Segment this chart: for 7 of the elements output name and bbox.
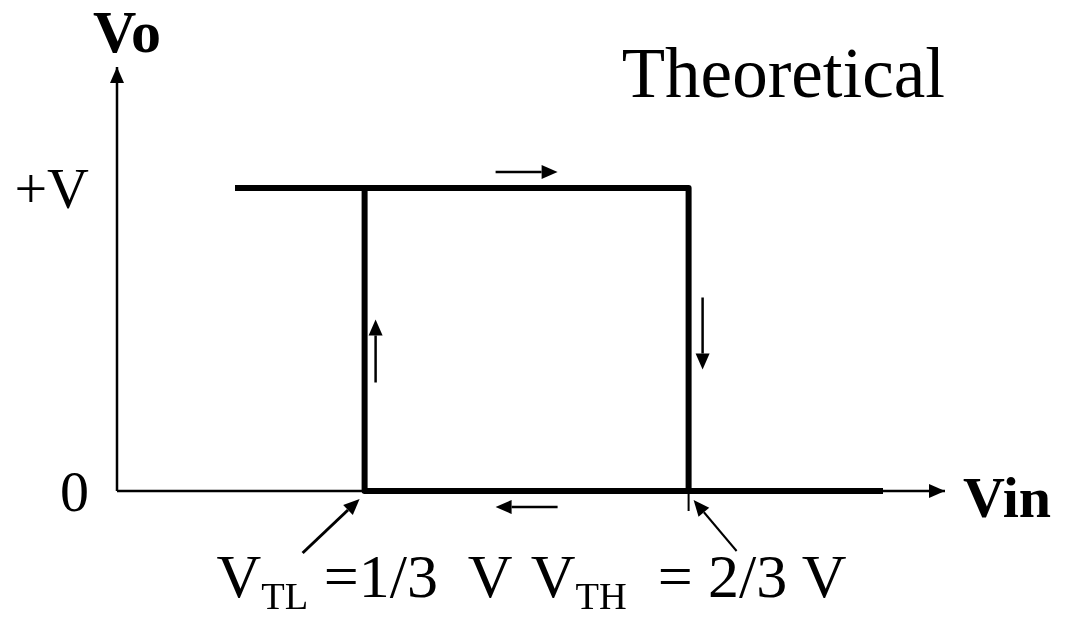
x-tick-label: V$_{TH}$ = 2/3 V	[530, 542, 847, 617]
text: 0	[60, 459, 89, 524]
x-tick-label: V$_{TL}$ =1/3 V	[216, 542, 513, 617]
text: +V	[14, 156, 90, 221]
y-axis-title: Vo	[93, 0, 161, 65]
x-axis-title: Vin	[963, 465, 1052, 530]
chart-title: Theoretical	[621, 34, 945, 112]
